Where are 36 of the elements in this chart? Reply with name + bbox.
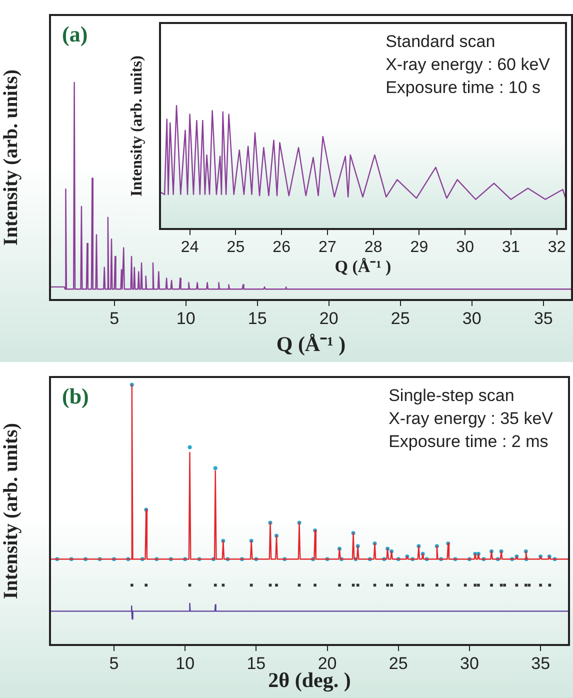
text: X-ray energy : 60 keV bbox=[386, 55, 551, 74]
x-tick-label: 20 bbox=[319, 308, 338, 328]
annotation: Single-step scan bbox=[388, 386, 514, 406]
x-tick-label: 35 bbox=[534, 308, 553, 328]
annotation: Exposure time : 10 s bbox=[386, 78, 541, 98]
text: Standard scan bbox=[386, 32, 496, 52]
x-tick-label: 5 bbox=[109, 654, 119, 673]
x-axis-title: Q (Å⁻¹ ) bbox=[334, 257, 392, 276]
x-tick-label: 24 bbox=[180, 239, 199, 256]
y-axis-title: Intensity (arb. units) bbox=[0, 69, 22, 246]
x-tick-label: 31 bbox=[502, 239, 520, 256]
x-tick-label: 15 bbox=[248, 308, 267, 328]
x-tick-label: 28 bbox=[364, 239, 382, 256]
x-tick-label: 20 bbox=[318, 654, 337, 673]
chart-title: (a) bbox=[62, 22, 88, 47]
x-tick-label: 35 bbox=[531, 654, 550, 673]
x-tick-label: 30 bbox=[456, 239, 474, 256]
chart-title: (b) bbox=[62, 384, 89, 409]
x-tick-label: 25 bbox=[388, 654, 408, 673]
x-tick-label: 26 bbox=[272, 239, 291, 256]
annotation: Exposure time : 2 ms bbox=[388, 432, 548, 452]
x-tick-label: 25 bbox=[226, 239, 245, 256]
x-tick-label: 5 bbox=[110, 308, 120, 328]
x-tick-label: 27 bbox=[318, 239, 336, 256]
x-tick-label: 10 bbox=[176, 308, 196, 328]
x-tick-label: 10 bbox=[176, 654, 195, 673]
x-tick-label: 25 bbox=[390, 308, 410, 328]
annotation: X-ray energy : 35 keV bbox=[388, 409, 554, 428]
x-axis-title: Q (Å⁻¹ ) bbox=[276, 332, 346, 356]
x-tick-label: 30 bbox=[460, 654, 479, 673]
x-tick-label: 30 bbox=[462, 308, 482, 328]
y-axis-title: Intensity (arb. units) bbox=[0, 422, 22, 600]
x-tick-label: 15 bbox=[246, 654, 266, 673]
y-axis-title: Intensity (arb. units) bbox=[128, 56, 146, 196]
x-tick-label: 32 bbox=[548, 239, 566, 256]
x-tick-label: 29 bbox=[410, 239, 428, 256]
